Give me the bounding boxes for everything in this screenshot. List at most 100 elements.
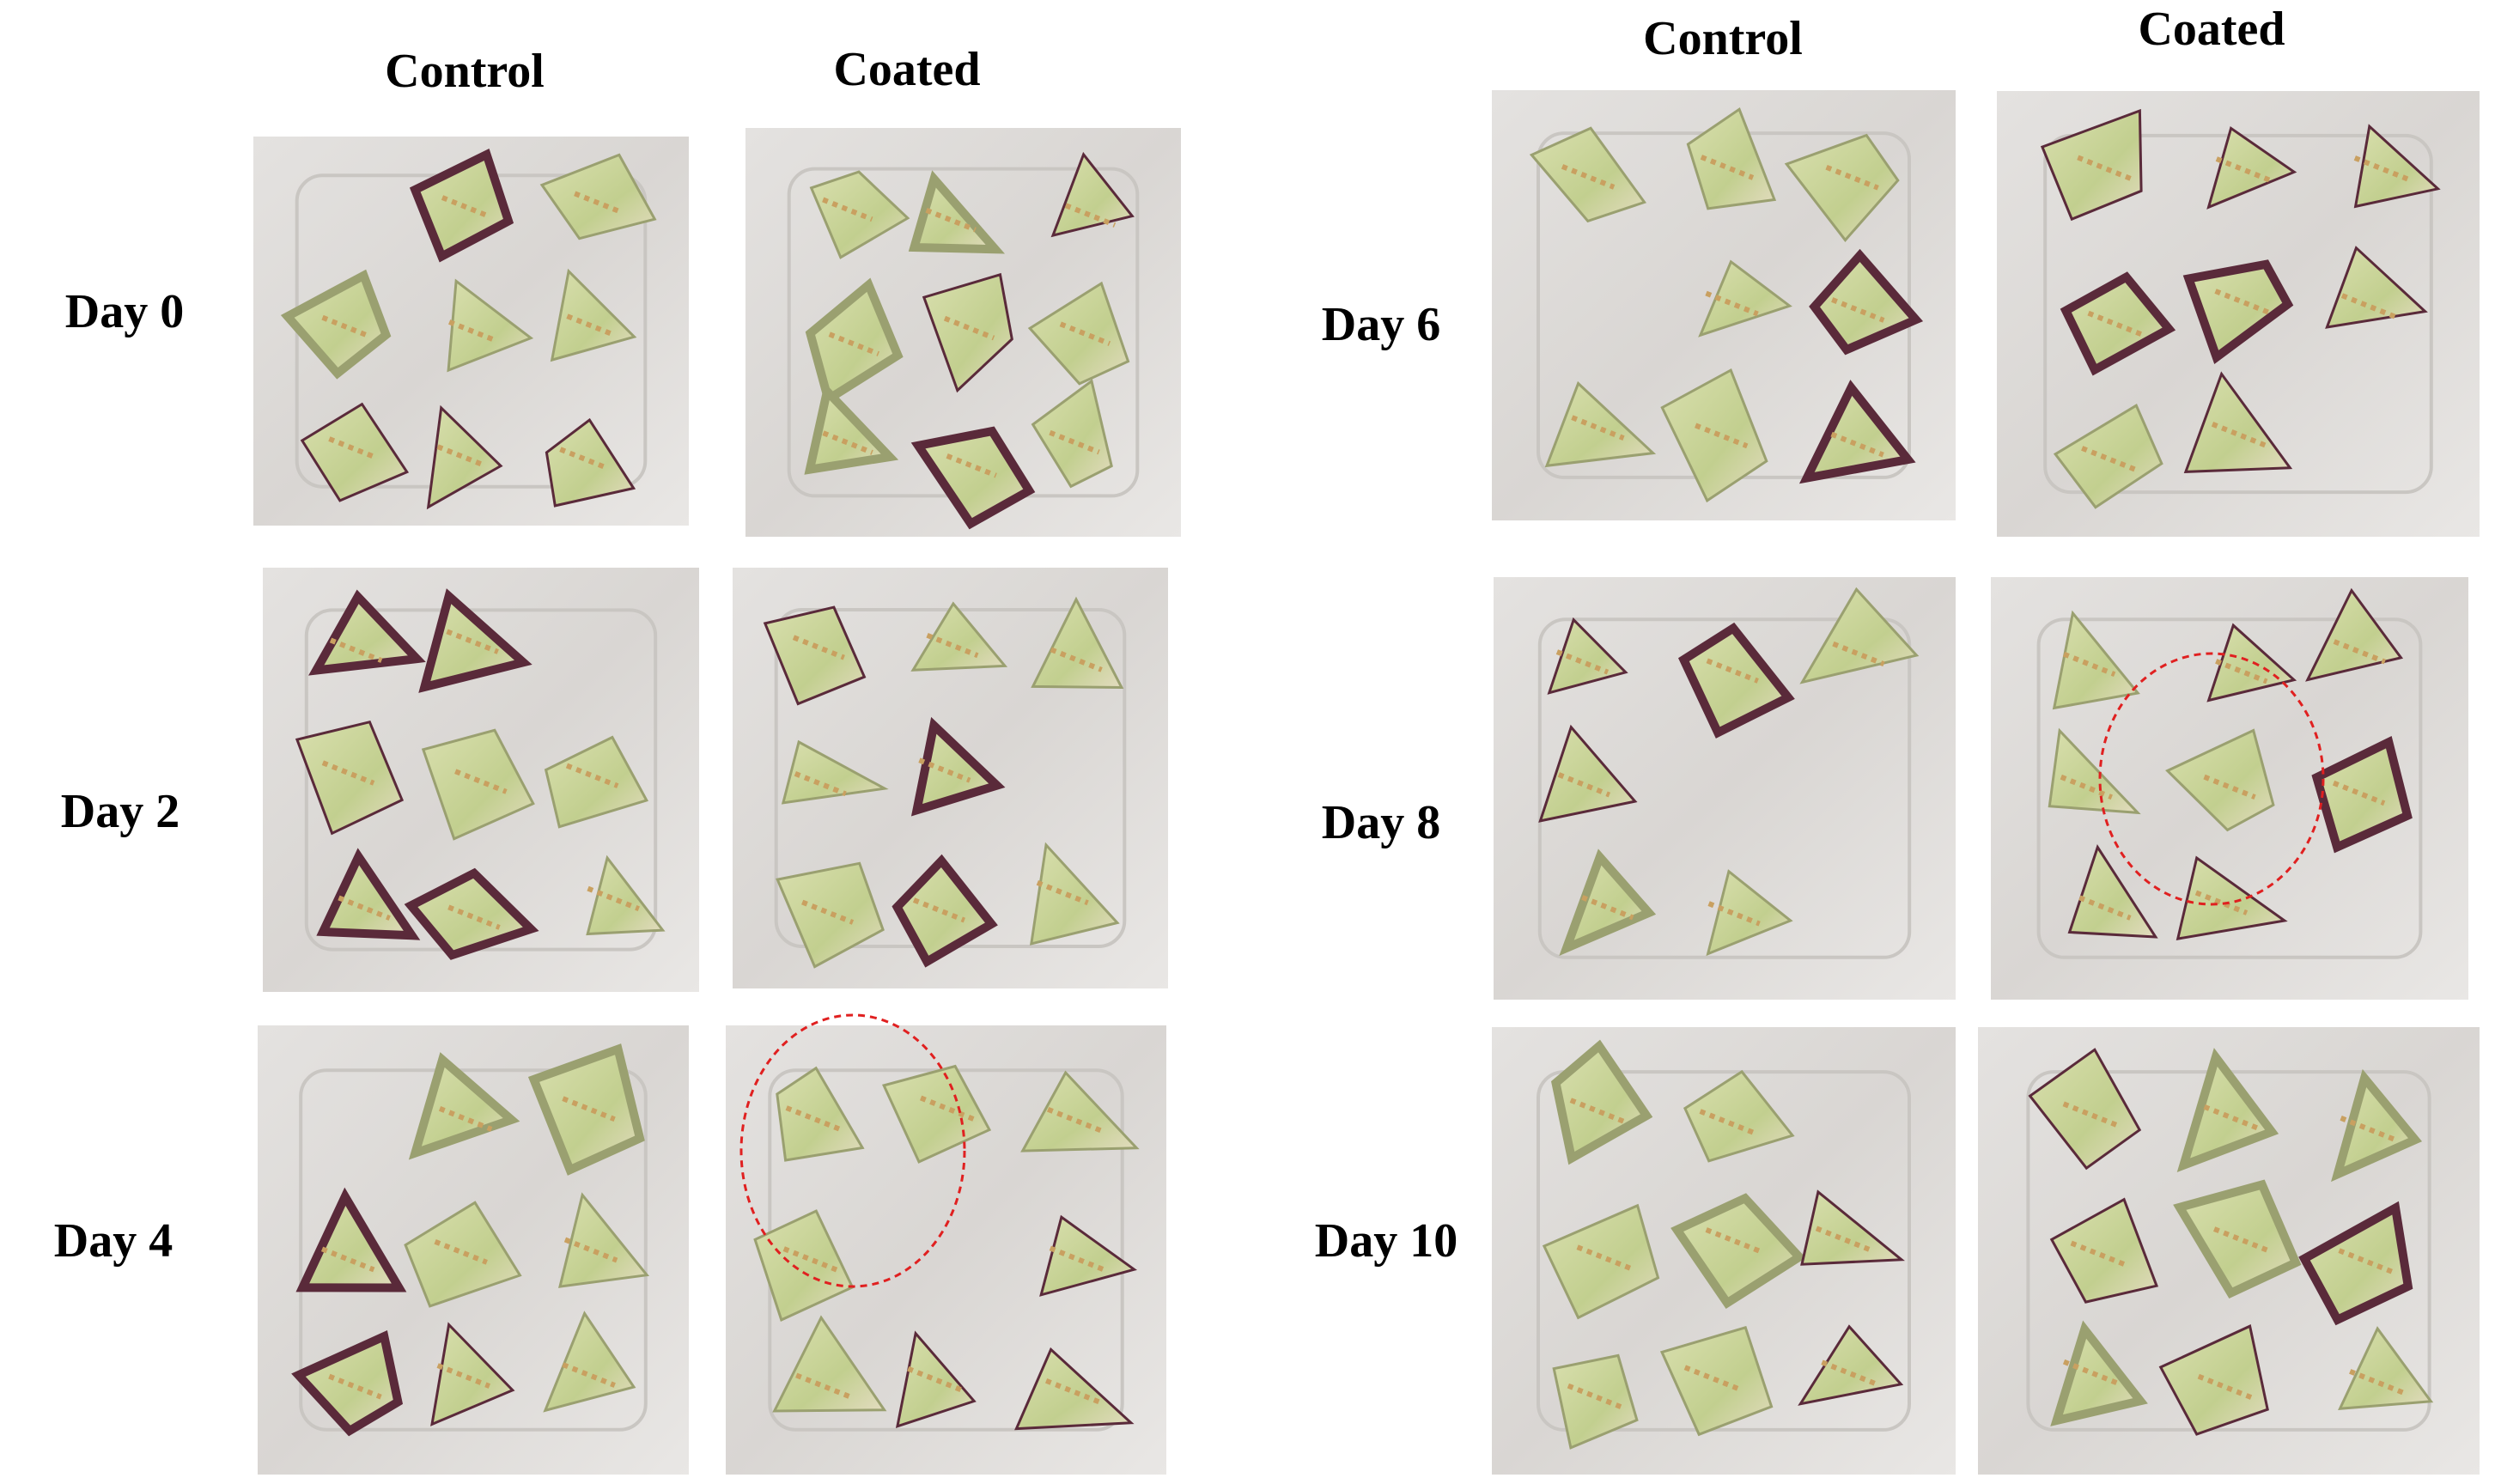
seed-row <box>559 447 608 471</box>
eggplant-piece <box>1809 248 1924 356</box>
seed-row <box>1561 164 1616 190</box>
eggplant-piece <box>2053 404 2163 509</box>
eggplant-piece <box>910 426 1036 530</box>
seed-row <box>447 904 501 930</box>
eggplant-piece <box>763 605 867 706</box>
eggplant-piece <box>1559 848 1657 957</box>
tray-inner <box>299 1068 648 1432</box>
eggplant-piece <box>1552 1353 1639 1450</box>
seed-row <box>1825 164 1879 191</box>
row-label: Day 2 <box>61 785 180 838</box>
eggplant-piece <box>1678 622 1795 739</box>
seed-row <box>1700 155 1755 180</box>
seed-row <box>794 771 847 797</box>
seed-row <box>2203 774 2256 800</box>
seed-row <box>2333 639 2386 665</box>
eggplant-piece <box>910 716 1006 817</box>
seed-row <box>1581 895 1634 921</box>
seed-row <box>436 444 486 468</box>
seed-row <box>1064 203 1117 228</box>
photo-grid <box>253 90 2480 1475</box>
eggplant-piece <box>527 1043 645 1176</box>
seed-row <box>822 197 873 222</box>
eggplant-piece <box>550 268 637 362</box>
seed-row <box>1050 647 1103 672</box>
tray-inner <box>1537 1070 1911 1432</box>
photo <box>253 137 689 526</box>
eggplant-piece <box>2325 246 2428 329</box>
row-label: Day 4 <box>54 1214 173 1268</box>
eggplant-piece <box>2353 124 2441 209</box>
seed-row <box>822 430 873 455</box>
seed-row <box>792 635 845 660</box>
eggplant-piece <box>1050 151 1135 238</box>
seed-row <box>946 453 997 478</box>
photo <box>1991 577 2468 1000</box>
eggplant-piece <box>908 170 1006 254</box>
seed-row <box>1571 415 1625 441</box>
seed-row <box>801 899 855 925</box>
seed-row <box>1831 297 1885 323</box>
eggplant-piece <box>2338 1326 2434 1411</box>
column-header: Control <box>385 45 545 98</box>
photo <box>745 128 1181 537</box>
eggplant-piece <box>1799 587 1920 684</box>
eggplant-piece <box>910 601 1008 672</box>
seed-row <box>338 895 391 921</box>
seed-row <box>587 885 640 912</box>
eggplant-piece <box>300 402 410 502</box>
eggplant-piece <box>776 861 885 969</box>
seed-row <box>2063 651 2116 678</box>
row-label: Day 6 <box>1322 298 1440 351</box>
highlight-circle <box>739 1013 966 1288</box>
eggplant-piece <box>2067 844 2158 939</box>
eggplant-piece <box>922 272 1013 393</box>
eggplant-piece <box>772 1315 887 1413</box>
eggplant-piece <box>280 269 392 380</box>
photo <box>258 1025 689 1475</box>
eggplant-piece <box>1670 1193 1806 1310</box>
eggplant-piece <box>430 1322 515 1426</box>
eggplant-piece <box>1784 133 1900 242</box>
seed-row <box>943 315 995 341</box>
eggplant-piece <box>2049 1197 2159 1304</box>
seed-row <box>2078 895 2132 921</box>
eggplant-piece <box>1683 1069 1795 1163</box>
seed-row <box>1695 423 1749 449</box>
eggplant-piece <box>1039 1214 1138 1297</box>
eggplant-piece <box>1529 126 1647 223</box>
eggplant-piece <box>408 1052 520 1160</box>
eggplant-piece <box>2050 1320 2148 1426</box>
tray-inner <box>2036 617 2423 959</box>
eggplant-piece <box>421 728 535 841</box>
eggplant-piece <box>295 720 405 836</box>
seed-row <box>1707 901 1761 927</box>
seed-row <box>926 632 979 659</box>
eggplant-piece <box>2048 727 2141 815</box>
eggplant-piece <box>2311 735 2413 854</box>
photo <box>1978 1027 2480 1475</box>
seed-row <box>1049 429 1100 455</box>
eggplant-piece <box>1544 380 1657 468</box>
seed-row <box>1706 658 1759 684</box>
row-label: Day 8 <box>1322 796 1440 849</box>
seed-row <box>2060 774 2113 800</box>
seed-row <box>1059 321 1111 346</box>
eggplant-piece <box>1542 1203 1660 1320</box>
eggplant-piece <box>804 382 899 475</box>
eggplant-piece <box>291 1329 404 1437</box>
eggplant-piece <box>1538 724 1638 823</box>
eggplant-piece <box>776 1066 865 1162</box>
eggplant-piece <box>1547 617 1628 695</box>
eggplant-piece <box>753 1209 855 1322</box>
eggplant-piece <box>2176 1048 2279 1173</box>
seed-row <box>828 331 879 356</box>
photo <box>1997 91 2480 537</box>
seed-row <box>2215 659 2268 684</box>
row-label: Day 10 <box>1315 1214 1457 1268</box>
eggplant-piece <box>781 739 889 805</box>
seed-row <box>912 897 965 923</box>
eggplant-piece <box>809 170 910 259</box>
eggplant-piece <box>2060 271 2176 376</box>
